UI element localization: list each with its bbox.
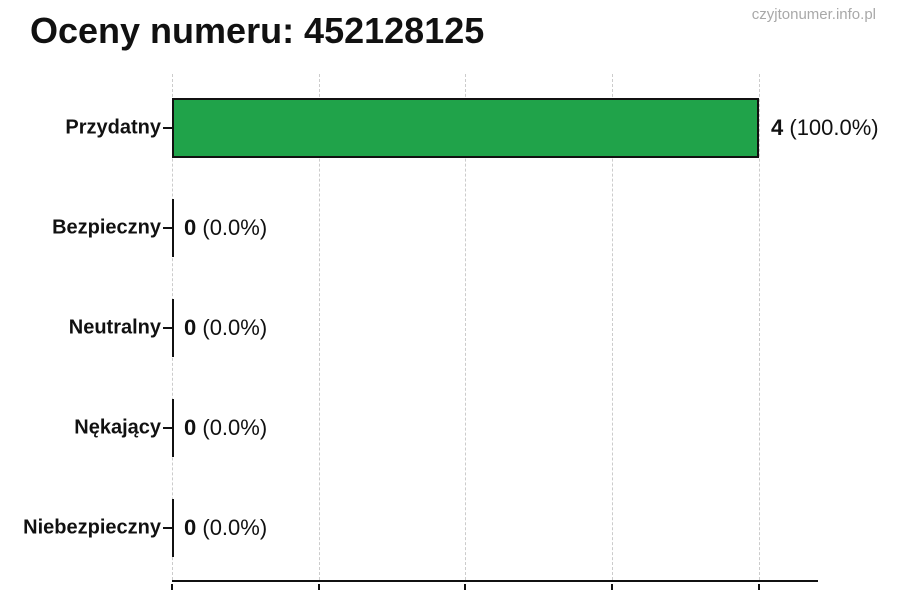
zero-bar xyxy=(172,499,174,557)
gridline xyxy=(758,74,760,580)
y-axis-tick xyxy=(163,127,172,129)
value-percentage: (100.0%) xyxy=(783,115,879,140)
bar-row: Niebezpieczny 0 (0.0%) xyxy=(23,498,818,558)
zero-bar xyxy=(172,299,174,357)
gridline xyxy=(612,74,613,580)
value-percentage: (0.0%) xyxy=(196,515,268,540)
zero-bar xyxy=(172,399,174,457)
y-axis-tick xyxy=(163,527,172,529)
value-percentage: (0.0%) xyxy=(196,315,268,340)
value-label: 0 (0.0%) xyxy=(184,515,267,541)
value-label: 0 (0.0%) xyxy=(184,215,267,241)
x-axis-tick xyxy=(171,584,173,590)
value-count: 0 xyxy=(184,415,197,440)
value-label: 4 (100.0%) xyxy=(771,115,879,141)
gridline xyxy=(465,74,467,580)
x-axis xyxy=(171,580,818,590)
y-axis-tick xyxy=(163,227,172,229)
gridline xyxy=(318,74,320,580)
bar xyxy=(172,98,759,158)
x-axis-tick xyxy=(317,584,320,590)
category-label: Bezpieczny xyxy=(52,216,161,239)
x-axis-tick xyxy=(464,584,467,590)
value-percentage: (0.0%) xyxy=(196,415,268,440)
plot-area: Przydatny 4 (100.0%) Bezpieczny 0 (0.0%) Neu… xyxy=(23,74,879,580)
category-label: Neutralny xyxy=(68,316,161,339)
bar-row: Neutralny 0 (0.0%) xyxy=(69,298,818,358)
x-axis-tick xyxy=(611,584,613,590)
chart-title: Oceny numeru: 452128125 xyxy=(30,10,485,51)
value-label: 0 (0.0%) xyxy=(184,415,267,441)
value-count: 0 xyxy=(184,515,197,540)
value-label: 0 (0.0%) xyxy=(184,315,267,341)
category-label: Przydatny xyxy=(65,116,161,139)
watermark: czyjtonumer.info.pl xyxy=(751,6,876,23)
value-count: 4 xyxy=(771,115,784,140)
category-label: Nękający xyxy=(74,416,161,439)
bar-row: Przydatny 4 (100.0%) xyxy=(65,98,879,158)
bar-row: Nękający 0 (0.0%) xyxy=(74,398,818,458)
value-count: 0 xyxy=(184,215,197,240)
value-count: 0 xyxy=(184,315,197,340)
y-axis-tick xyxy=(163,427,172,429)
category-label: Niebezpieczny xyxy=(23,516,161,539)
bar-row: Bezpieczny 0 (0.0%) xyxy=(52,198,818,258)
value-percentage: (0.0%) xyxy=(196,215,268,240)
y-axis-tick xyxy=(163,327,172,329)
zero-bar xyxy=(172,199,174,257)
x-axis-tick xyxy=(757,584,760,590)
